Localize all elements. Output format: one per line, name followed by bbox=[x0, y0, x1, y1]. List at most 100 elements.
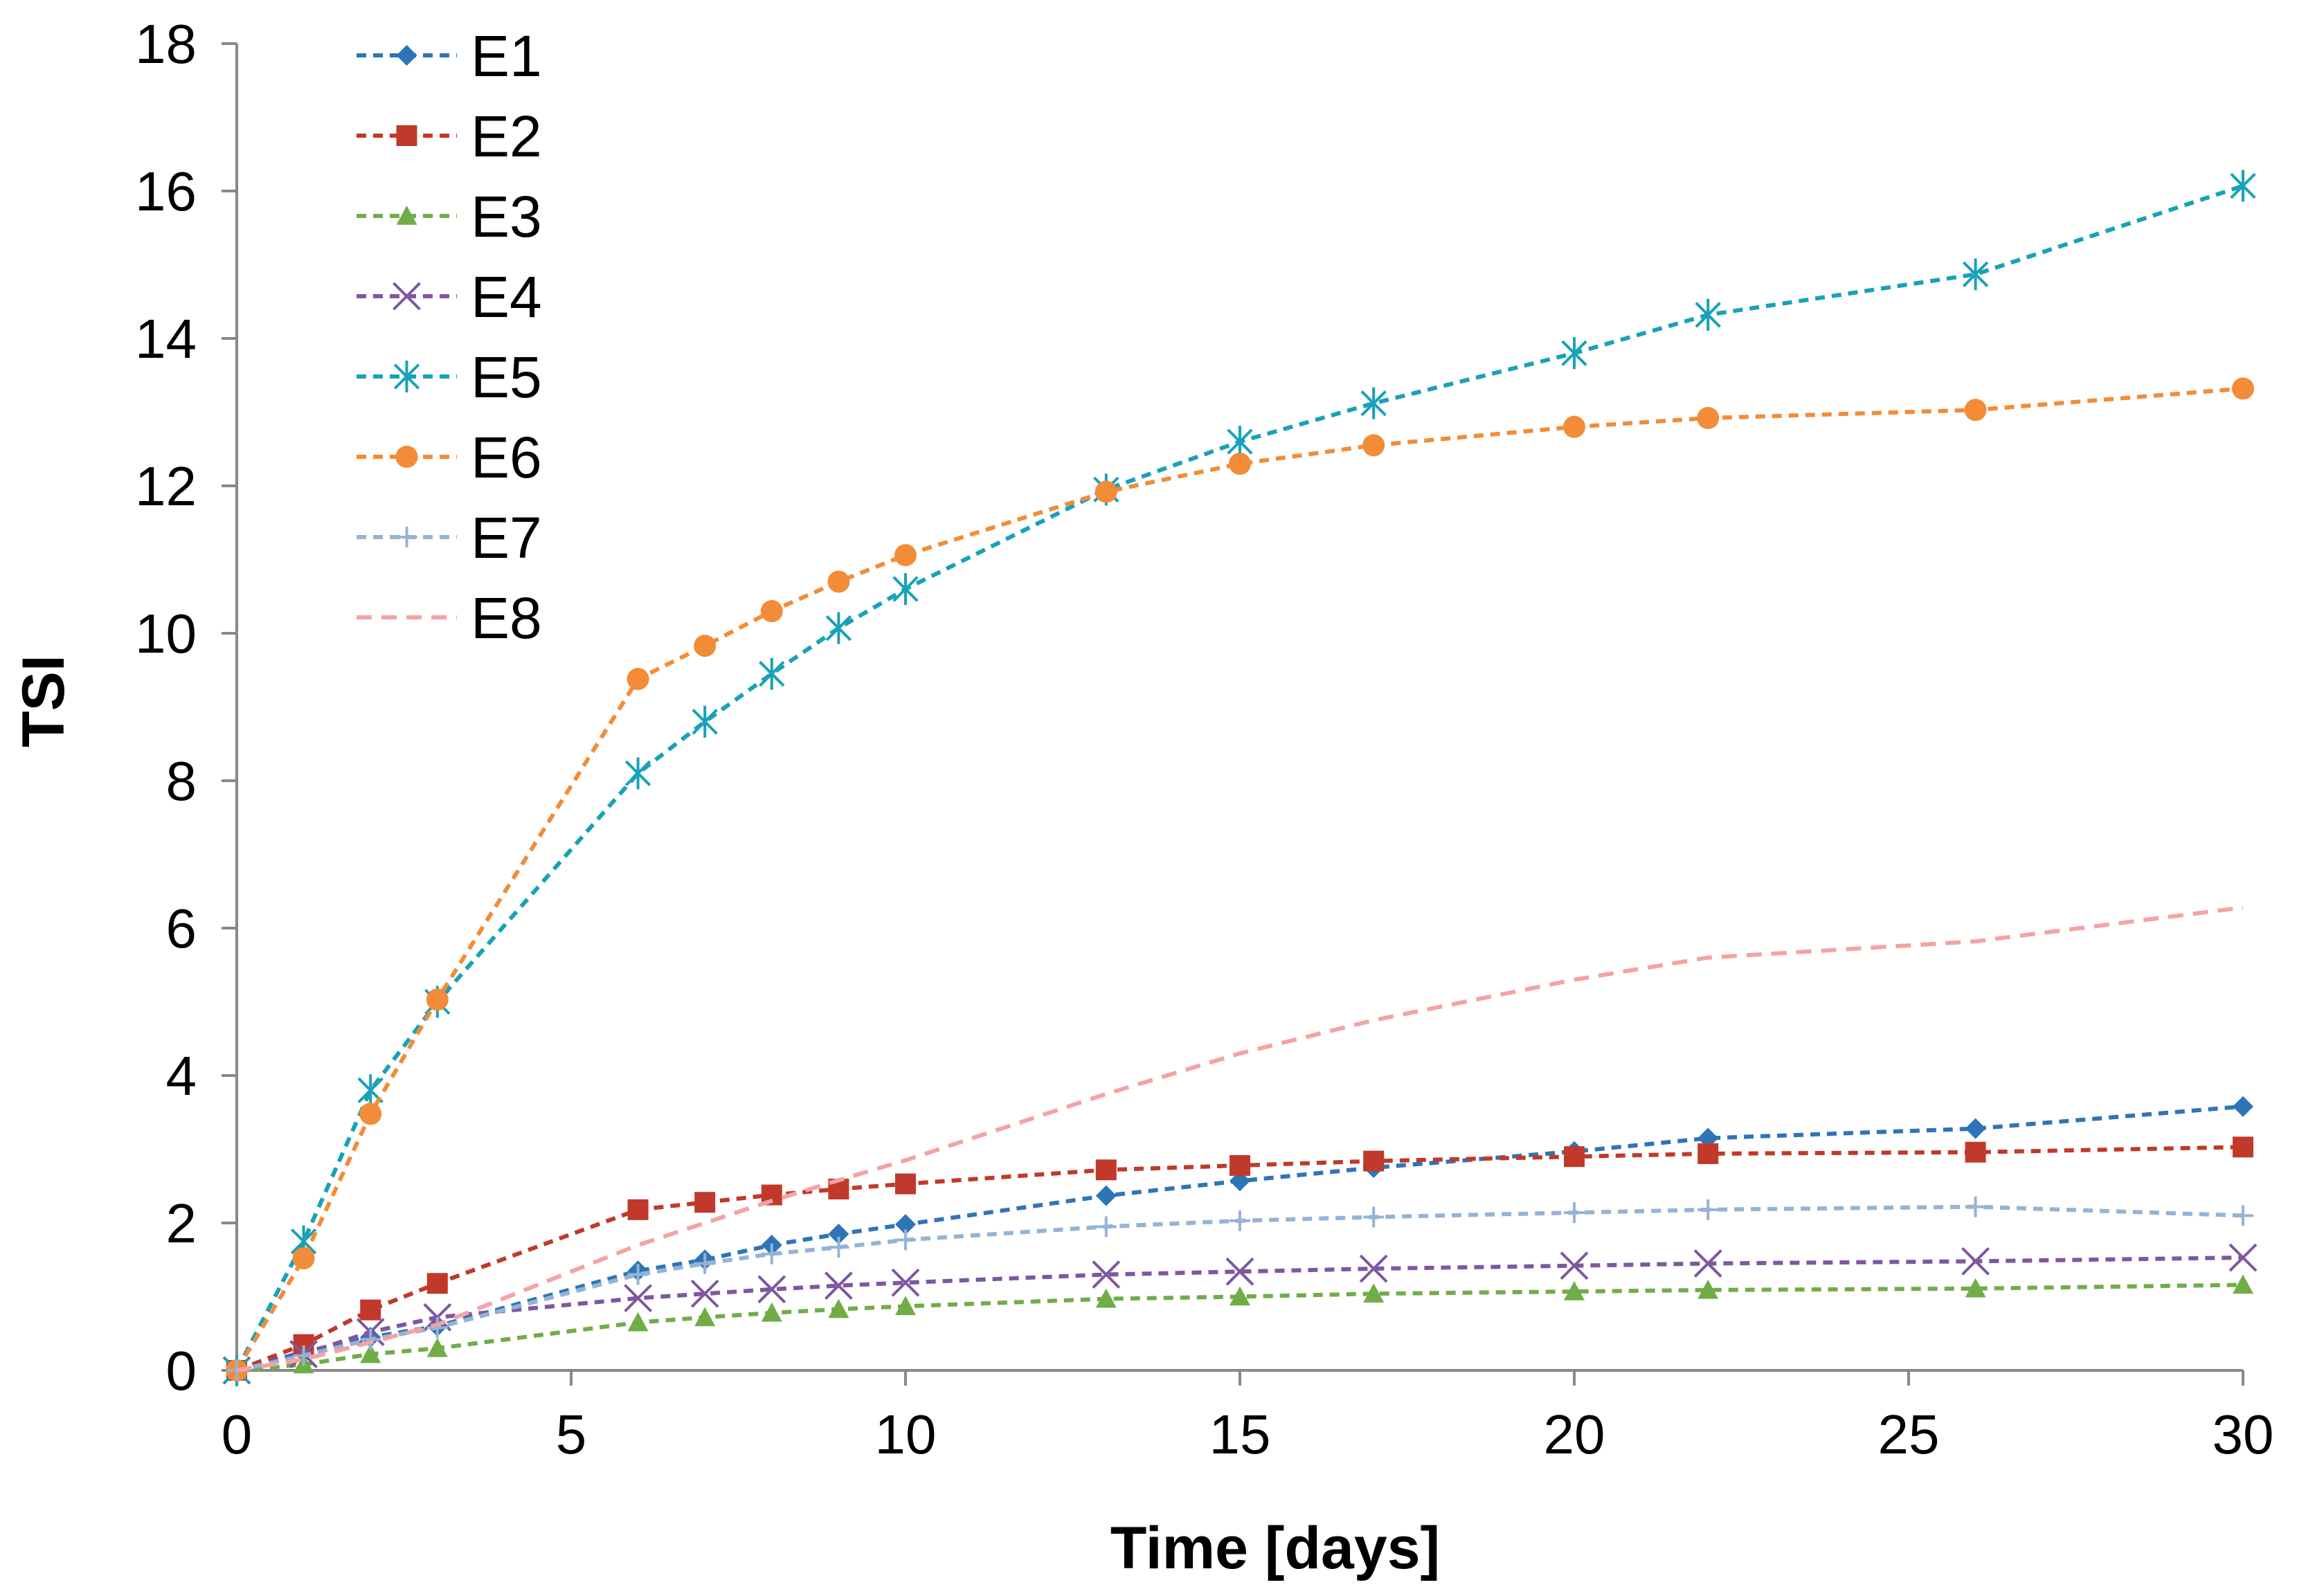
data-point-e6 bbox=[1563, 415, 1585, 438]
data-point-e5 bbox=[2230, 170, 2256, 202]
data-point-e4 bbox=[2228, 1243, 2258, 1272]
data-point-e1 bbox=[1965, 1118, 1986, 1139]
y-tick-label: 8 bbox=[166, 750, 197, 812]
data-point-e5 bbox=[1695, 298, 1721, 331]
legend-item-e1: E1 bbox=[357, 24, 542, 89]
data-point-e2 bbox=[627, 1199, 649, 1220]
data-point-e4 bbox=[1225, 1257, 1254, 1286]
data-point-e3 bbox=[627, 1312, 649, 1332]
legend-label: E7 bbox=[471, 505, 542, 570]
data-point-e3 bbox=[426, 1338, 448, 1357]
legend-marker bbox=[393, 282, 421, 311]
data-point-e3 bbox=[761, 1302, 782, 1322]
legend-item-e2: E2 bbox=[357, 104, 542, 169]
data-point-e3 bbox=[1229, 1286, 1250, 1306]
y-axis-title: TSI bbox=[10, 655, 77, 747]
legend-label: E6 bbox=[471, 425, 542, 490]
series-layer bbox=[222, 170, 2258, 1386]
data-point-e2 bbox=[694, 1192, 716, 1213]
y-tick-label: 16 bbox=[135, 161, 197, 222]
data-point-e5 bbox=[1561, 337, 1587, 370]
data-point-e7 bbox=[1229, 1210, 1250, 1231]
y-tick-label: 2 bbox=[166, 1193, 197, 1254]
series-line-e3 bbox=[236, 1282, 2244, 1372]
legend-item-e3: E3 bbox=[357, 184, 542, 249]
data-point-e7 bbox=[2233, 1205, 2253, 1226]
data-point-e3 bbox=[694, 1307, 716, 1327]
data-point-e7 bbox=[1363, 1206, 1385, 1228]
data-point-e3 bbox=[2233, 1274, 2253, 1294]
data-point-e6 bbox=[760, 600, 783, 623]
data-point-e4 bbox=[1560, 1251, 1589, 1280]
data-point-e3 bbox=[895, 1296, 916, 1316]
data-point-e7 bbox=[627, 1264, 649, 1285]
x-tick-label: 30 bbox=[2213, 1404, 2274, 1465]
y-tick-label: 10 bbox=[135, 603, 197, 664]
legend: E1 E2 E3 E4 E5 E6 E7 E8 bbox=[357, 24, 542, 651]
data-point-e2 bbox=[1229, 1154, 1250, 1176]
plot-area: 0 5 10 15 20 25 30 0 2 4 6 8 10 12 14 16 18 bbox=[135, 13, 2273, 1465]
y-tick-label: 4 bbox=[166, 1045, 197, 1107]
legend-item-e4: E4 bbox=[357, 264, 542, 329]
series-line-e6 bbox=[235, 386, 2244, 1372]
data-point-e7 bbox=[1095, 1216, 1117, 1237]
x-tick-label: 15 bbox=[1209, 1404, 1271, 1465]
legend-marker bbox=[393, 361, 420, 392]
data-point-e6 bbox=[1964, 399, 1987, 421]
x-tick-label: 25 bbox=[1878, 1404, 1940, 1465]
data-point-e4 bbox=[891, 1268, 920, 1297]
series-line-e2 bbox=[235, 1145, 2244, 1372]
data-point-e5 bbox=[1360, 387, 1387, 419]
data-point-e3 bbox=[1697, 1279, 1719, 1299]
data-point-e2 bbox=[1697, 1143, 1719, 1164]
legend-label: E5 bbox=[471, 345, 542, 410]
data-point-e2 bbox=[1095, 1159, 1117, 1181]
data-point-e2 bbox=[1965, 1141, 1986, 1163]
data-point-e6 bbox=[426, 988, 449, 1011]
series-e4 bbox=[222, 1243, 2258, 1385]
data-point-e6 bbox=[2232, 377, 2254, 400]
data-point-e5 bbox=[692, 705, 718, 738]
legend-label: E4 bbox=[471, 264, 542, 329]
legend-marker bbox=[396, 125, 417, 146]
data-point-e3 bbox=[828, 1298, 849, 1318]
data-point-e6 bbox=[1095, 480, 1117, 503]
series-e3 bbox=[226, 1274, 2253, 1379]
legend-marker bbox=[395, 446, 418, 468]
data-point-e2 bbox=[360, 1299, 381, 1321]
data-point-e4 bbox=[690, 1279, 719, 1308]
data-point-e6 bbox=[694, 635, 717, 658]
series-line-e5 bbox=[235, 183, 2244, 1372]
data-point-e4 bbox=[1961, 1246, 1990, 1276]
data-point-e5 bbox=[825, 612, 852, 644]
series-e1 bbox=[226, 1096, 2253, 1381]
legend-item-e6: E6 bbox=[357, 425, 542, 490]
data-point-e2 bbox=[2233, 1136, 2253, 1158]
data-point-e5 bbox=[1962, 258, 1989, 291]
data-point-e7 bbox=[1697, 1199, 1719, 1220]
legend-marker bbox=[396, 527, 417, 547]
data-point-e5 bbox=[759, 658, 785, 690]
data-point-e7 bbox=[761, 1243, 782, 1264]
data-point-e1 bbox=[2233, 1096, 2253, 1117]
data-point-e7 bbox=[1564, 1202, 1585, 1224]
x-tick-label: 5 bbox=[556, 1404, 587, 1465]
data-point-e3 bbox=[1363, 1283, 1385, 1303]
series-e6 bbox=[226, 377, 2254, 1381]
data-point-e4 bbox=[757, 1275, 786, 1304]
data-point-e7 bbox=[694, 1253, 716, 1274]
data-point-e2 bbox=[895, 1173, 916, 1195]
x-tick-label: 20 bbox=[1544, 1404, 1605, 1465]
data-point-e4 bbox=[1092, 1260, 1121, 1289]
y-axis-ticks: 0 2 4 6 8 10 12 14 16 18 bbox=[135, 13, 237, 1402]
data-point-e5 bbox=[1227, 426, 1253, 458]
series-line-e1 bbox=[236, 1104, 2244, 1372]
legend-label: E3 bbox=[471, 184, 542, 249]
data-point-e6 bbox=[1229, 453, 1251, 475]
x-axis-ticks: 0 5 10 15 20 25 30 bbox=[222, 1370, 2274, 1465]
series-line-e4 bbox=[236, 1255, 2244, 1372]
data-point-e7 bbox=[895, 1229, 916, 1251]
data-point-e7 bbox=[360, 1329, 381, 1350]
y-tick-label: 14 bbox=[135, 308, 197, 370]
y-tick-label: 12 bbox=[135, 455, 197, 517]
